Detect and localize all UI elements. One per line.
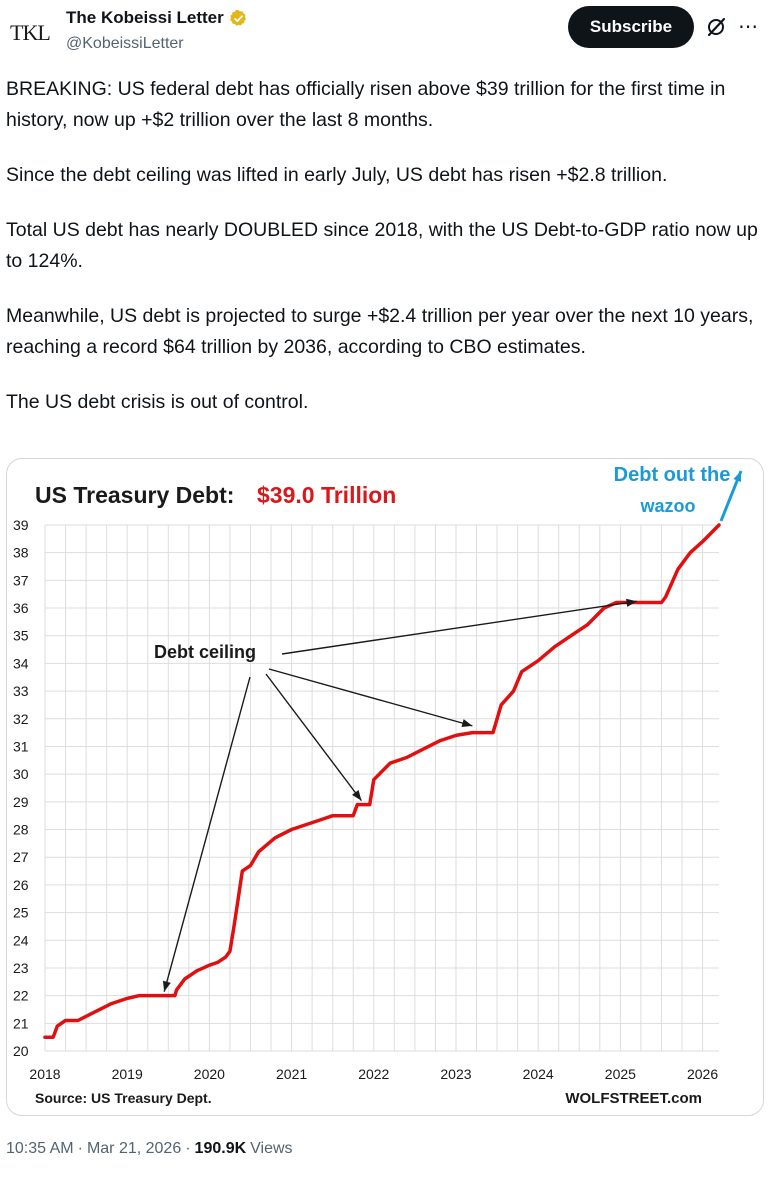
- tweet-footer: 10:35 AM · Mar 21, 2026 · 190.9K Views: [6, 1140, 293, 1158]
- debt-ceiling-arrow-head: [162, 980, 171, 992]
- x-tick-label: 2018: [29, 1066, 60, 1082]
- y-tick-label: 23: [13, 960, 29, 976]
- chart-watermark: WOLFSTREET.com: [565, 1090, 702, 1107]
- debt-ceiling-arrow-head: [626, 598, 637, 607]
- y-tick-label: 33: [13, 683, 29, 699]
- y-tick-label: 31: [13, 738, 29, 754]
- y-tick-label: 39: [13, 517, 29, 533]
- chart-image[interactable]: US Treasury Debt: $39.0 Trillion Debt ou…: [6, 458, 764, 1116]
- y-tick-label: 27: [13, 849, 29, 865]
- debt-ceiling-arrow: [281, 600, 637, 655]
- tweet-paragraph: Total US debt has nearly DOUBLED since 2…: [6, 219, 758, 272]
- debt-ceiling-arrow-head: [352, 789, 362, 801]
- y-tick-label: 32: [13, 711, 29, 727]
- tweet-paragraph: Since the debt ceiling was lifted in ear…: [6, 164, 668, 186]
- views-label: Views: [250, 1140, 293, 1157]
- x-tick-label: 2020: [194, 1066, 225, 1082]
- y-tick-label: 30: [13, 766, 29, 782]
- x-tick-label: 2021: [276, 1066, 307, 1082]
- debt-series-line: [43, 523, 721, 1039]
- debt-ceiling-arrow-head: [461, 719, 473, 728]
- y-tick-label: 34: [13, 655, 29, 671]
- y-tick-label: 20: [13, 1043, 29, 1059]
- y-tick-label: 25: [13, 905, 29, 921]
- x-tick-label: 2024: [523, 1066, 554, 1082]
- y-tick-label: 38: [13, 545, 29, 561]
- y-tick-label: 26: [13, 877, 29, 893]
- views-count: 190.9K: [194, 1140, 247, 1157]
- display-name[interactable]: The Kobeissi Letter: [66, 8, 224, 27]
- y-tick-label: 21: [13, 1015, 29, 1031]
- footer-separator: ·: [185, 1140, 191, 1157]
- tweet-header: TKL The Kobeissi Letter @KobeissiLetter …: [0, 0, 780, 64]
- tweet-time[interactable]: 10:35 AM: [6, 1140, 74, 1157]
- subscribe-button[interactable]: Subscribe: [568, 6, 694, 48]
- debt-chart: US Treasury Debt: $39.0 Trillion Debt ou…: [13, 464, 743, 1107]
- y-tick-label: 24: [13, 932, 29, 948]
- chart-source: Source: US Treasury Dept.: [35, 1090, 212, 1106]
- wazoo-arrow-head: [733, 471, 741, 482]
- tweet-paragraph: Meanwhile, US debt is projected to surge…: [6, 305, 754, 358]
- author-name-row: The Kobeissi Letter: [66, 8, 248, 28]
- debt-ceiling-arrow: [265, 673, 363, 802]
- debt-ceiling-label: Debt ceiling: [154, 642, 256, 662]
- y-tick-label: 36: [13, 600, 29, 616]
- more-icon[interactable]: ⋯: [738, 16, 759, 38]
- wazoo-annotation-line1: Debt out the: [614, 464, 731, 486]
- y-tick-label: 37: [13, 572, 29, 588]
- y-tick-label: 22: [13, 988, 29, 1004]
- wazoo-annotation-line2: wazoo: [639, 496, 695, 516]
- verified-badge-icon: [229, 9, 246, 26]
- debt-ceiling-arrow: [163, 676, 251, 992]
- tweet-paragraph: The US debt crisis is out of control.: [6, 391, 309, 413]
- y-tick-label: 35: [13, 628, 29, 644]
- x-tick-label: 2019: [112, 1066, 143, 1082]
- chart-grid: [44, 524, 719, 1052]
- tweet-paragraph: BREAKING: US federal debt has officially…: [6, 78, 726, 131]
- y-tick-label: 28: [13, 822, 29, 838]
- debt-ceiling-arrow: [268, 668, 473, 727]
- avatar[interactable]: TKL: [10, 20, 51, 45]
- x-tick-label: 2026: [687, 1066, 718, 1082]
- footer-separator: ·: [77, 1140, 83, 1157]
- x-tick-label: 2025: [605, 1066, 636, 1082]
- x-tick-label: 2022: [358, 1066, 389, 1082]
- tweet-text: BREAKING: US federal debt has officially…: [6, 74, 770, 442]
- chart-title-value: $39.0 Trillion: [257, 482, 396, 508]
- author-handle[interactable]: @KobeissiLetter: [66, 35, 184, 52]
- tweet-date[interactable]: Mar 21, 2026: [86, 1140, 182, 1157]
- x-tick-label: 2023: [440, 1066, 471, 1082]
- y-tick-label: 29: [13, 794, 29, 810]
- grok-icon[interactable]: [704, 15, 728, 39]
- chart-title-prefix: US Treasury Debt:: [35, 482, 234, 508]
